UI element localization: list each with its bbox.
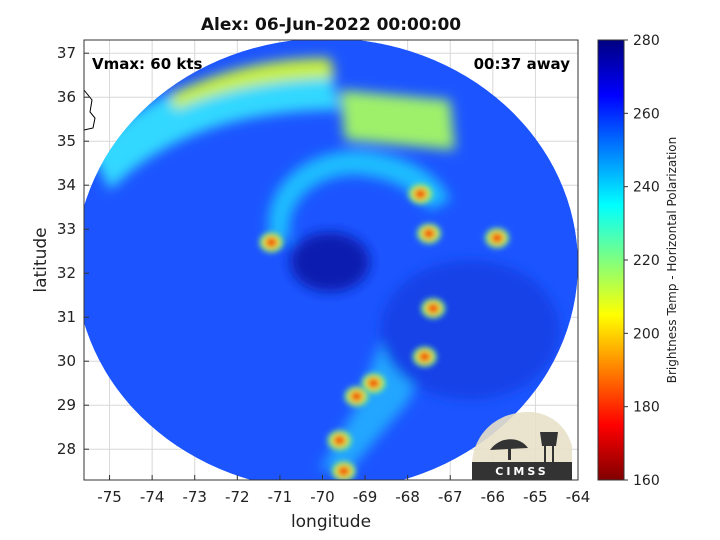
x-tick-label: -70 <box>310 488 335 506</box>
y-tick-label: 34 <box>57 176 76 194</box>
x-tick-label: -64 <box>566 488 591 506</box>
x-tick-label: -71 <box>268 488 293 506</box>
y-tick-label: 36 <box>57 88 76 106</box>
cold-feature <box>327 430 352 451</box>
northeast-band <box>340 90 455 150</box>
x-tick-label: -74 <box>140 488 165 506</box>
water-tower-icon <box>540 432 558 446</box>
colorbar-tick-label: 220 <box>633 253 660 269</box>
cold-feature <box>408 184 433 204</box>
plot-border <box>83 39 579 481</box>
x-tick-label: -66 <box>481 488 506 506</box>
x-tick-label: -69 <box>353 488 378 506</box>
cold-feature <box>331 461 356 480</box>
colorbar-tick-label: 240 <box>633 180 660 196</box>
colorbar-tick-label: 260 <box>633 106 660 122</box>
y-tick-label: 30 <box>57 352 76 370</box>
northern-band <box>90 68 340 190</box>
cold-feature <box>412 346 437 367</box>
x-axis: -75 -74 -73 -72 -71 -70 -69 -68 -67 -66 -65 -64 <box>97 475 590 506</box>
y-tick-label: 29 <box>57 396 76 414</box>
spiral-arm <box>268 150 450 240</box>
x-tick-label: -67 <box>438 488 463 506</box>
brightness-swath <box>84 40 578 480</box>
cold-feature <box>416 223 441 244</box>
y-tick-label: 35 <box>57 132 76 150</box>
x-tick-label: -73 <box>182 488 207 506</box>
satellite-dish-icon <box>490 439 528 450</box>
colorbar-gradient <box>597 39 625 481</box>
chart-title: Alex: 06-Jun-2022 00:00:00 <box>201 15 461 35</box>
colorbar-tick-label: 200 <box>633 326 660 342</box>
x-tick-label: -68 <box>395 488 420 506</box>
northern-band-yellow <box>170 58 335 110</box>
cold-feature <box>421 298 446 319</box>
x-tick-label: -75 <box>97 488 122 506</box>
x-tick-label: -65 <box>523 488 548 506</box>
eye-region <box>290 232 370 292</box>
y-tick-label: 28 <box>57 440 76 458</box>
logo-text: CIMSS <box>495 465 548 478</box>
y-tick-label: 31 <box>57 308 76 326</box>
coastline <box>83 89 96 131</box>
x-axis-label: longitude <box>291 512 371 532</box>
colorbar-label: Brightness Temp - Horizontal Polarizatio… <box>665 137 679 384</box>
cold-feature <box>485 228 510 248</box>
southeast-region <box>380 260 560 400</box>
colorbar-tick-label: 160 <box>633 473 660 489</box>
y-tick-label: 33 <box>57 220 76 238</box>
colorbar-tick-label: 180 <box>633 400 660 416</box>
vmax-annotation: Vmax: 60 kts <box>92 55 202 73</box>
colorbar: 280 260 240 220 200 180 160 Brightness Temp - … <box>597 33 679 489</box>
x-tick-label: -72 <box>225 488 250 506</box>
y-axis-label: latitude <box>31 227 51 292</box>
cold-feature <box>344 386 369 407</box>
cold-feature <box>259 232 284 253</box>
colorbar-tick-label: 280 <box>633 33 660 49</box>
cold-feature <box>361 373 386 394</box>
y-axis: 37 36 35 34 33 32 31 30 29 28 <box>57 44 89 458</box>
y-tick-label: 37 <box>57 44 76 62</box>
cimss-logo: CIMSS <box>472 412 572 480</box>
y-tick-label: 32 <box>57 264 76 282</box>
time-offset-annotation: 00:37 away <box>474 55 571 73</box>
